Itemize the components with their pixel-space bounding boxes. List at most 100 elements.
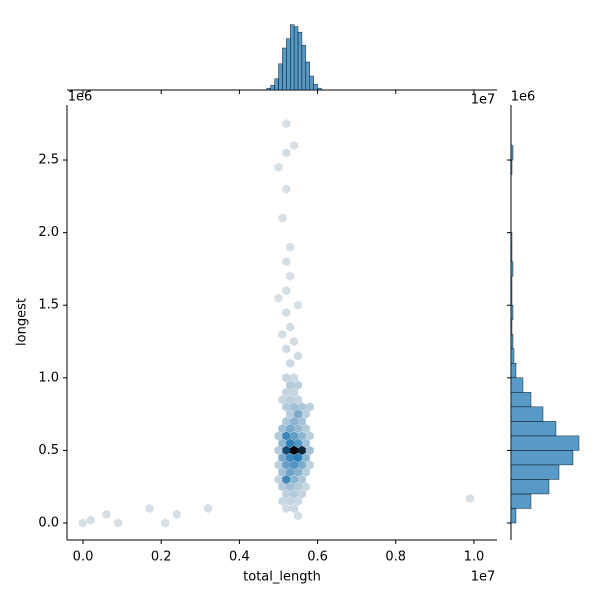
hex [298,460,306,470]
hex [301,453,310,463]
x-hist-bar [282,47,287,91]
hex [161,518,170,528]
hex [282,503,291,514]
hex [79,518,87,528]
hex [86,515,95,525]
hex [282,184,291,194]
hex [282,286,291,296]
hex [282,257,291,267]
hex [298,445,306,455]
x-hist-bar [290,24,295,91]
hex [290,140,299,151]
hex [301,438,310,448]
hex [278,395,287,405]
hex [282,387,291,397]
hex [298,431,306,441]
hex [282,373,291,383]
hex [282,460,291,470]
x-hist-bar [297,31,303,91]
hex [274,445,283,455]
x-label: total_length [243,570,321,585]
y-hist-bar [510,145,514,161]
hex [282,119,291,129]
hex [274,474,283,485]
y-hist-bar [510,421,557,437]
hex [301,409,310,419]
y-hist-bar [510,392,532,408]
hex [204,503,213,514]
y-tick-label: 1.0 [38,370,59,385]
hex [301,482,310,492]
hex [301,467,310,477]
hex [286,242,295,252]
hex [294,438,302,448]
y-hist-bar [510,232,513,248]
y-tick-label: 2.5 [38,153,59,168]
hex [286,271,295,281]
hex [290,402,299,412]
hex [290,373,299,383]
hex [282,445,291,455]
hex [274,431,283,441]
y-hist-bar [510,305,514,320]
hex [294,395,302,405]
hex [286,395,295,405]
hex [294,380,302,390]
y-hist-bar [510,348,515,364]
hex [286,322,295,332]
x-hist-bar [278,63,283,91]
x-hist-bar [309,75,314,91]
hex [286,482,295,492]
hex [278,438,287,448]
y-hist-bar [510,435,580,451]
hex [301,424,310,434]
y-tick-label: 2.0 [38,225,59,240]
hex [286,496,295,506]
y-label: longest [15,298,30,346]
x-hist-bar [301,45,307,91]
hex [305,402,314,412]
x-tick-label: 0.6 [307,550,328,565]
x-offset-top: 1e7 [471,93,496,108]
y-offset-right: 1e6 [511,90,536,105]
y-offset: 1e6 [68,90,93,105]
y-hist-bar [510,246,513,262]
x-hist-bar [266,87,271,91]
hex [290,416,299,426]
hex [282,431,291,441]
hex [294,424,302,434]
x-hist-bar [313,84,318,91]
y-hist-bar [510,508,517,524]
hex [282,402,291,412]
x-tick-label: 1.0 [464,550,485,565]
hex [172,509,181,519]
y-hist-bar [510,363,517,379]
hex [282,474,291,485]
x-tick-label: 0.8 [385,550,406,565]
hex [278,496,287,506]
hex [298,402,306,412]
y-tick-label: 1.5 [38,298,59,313]
hex [305,460,314,470]
hex [290,387,299,397]
hex [278,482,287,492]
hex [278,213,287,223]
y-hist-bar [510,406,544,422]
hex [294,453,302,463]
y-hist-bar [510,334,514,349]
hex [286,467,295,477]
hex [294,496,302,506]
hex [282,489,291,499]
x-hist-bar [270,85,275,91]
hex [294,351,302,361]
hex [286,358,295,368]
x-offset: 1e7 [471,570,496,585]
hex [278,424,287,434]
y-hist-bar [510,377,524,393]
hex [298,474,306,485]
hex [290,503,299,514]
hex [102,509,111,519]
hex [278,467,287,477]
hex [466,493,474,503]
